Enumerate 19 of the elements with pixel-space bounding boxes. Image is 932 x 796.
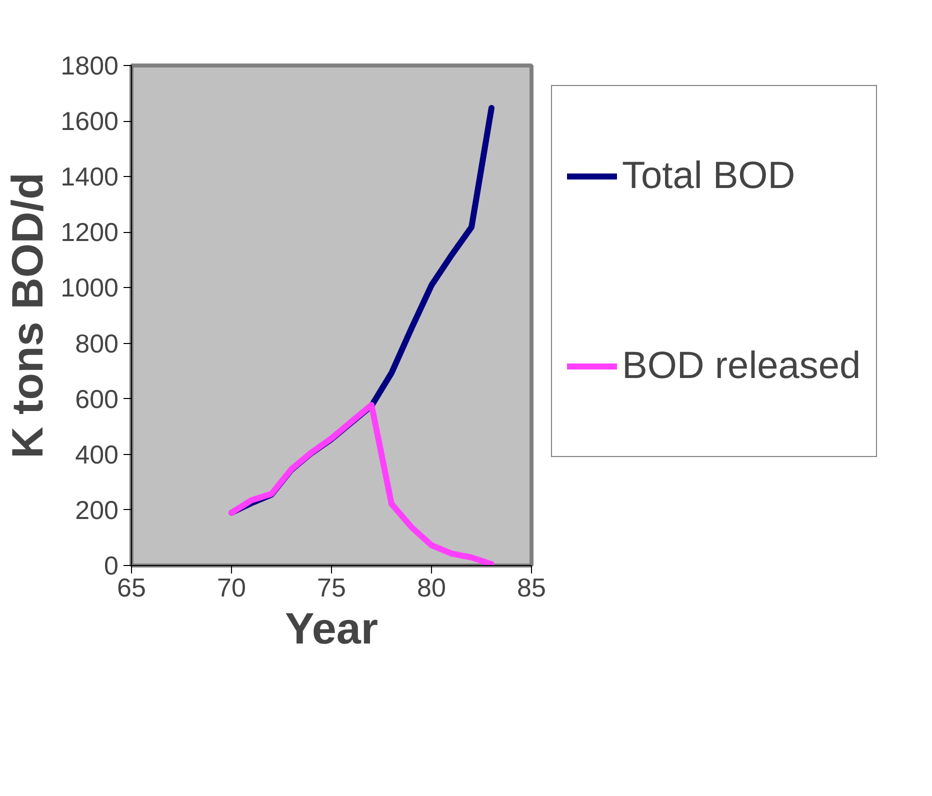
y-tick-label: 600 [75, 384, 119, 414]
x-tick-label: 65 [117, 572, 146, 602]
legend-label: BOD released [622, 344, 861, 388]
y-tick-label: 400 [75, 439, 119, 470]
y-tick-label: 1200 [60, 217, 119, 248]
x-axis-title: Year [285, 604, 378, 654]
x-tick-label: 80 [417, 572, 446, 602]
y-tick-label: 200 [75, 494, 119, 525]
x-tick-label: 75 [317, 572, 346, 602]
y-tick-label: 1600 [60, 106, 119, 136]
y-tick-label: 1000 [60, 272, 119, 303]
x-tick-label: 70 [217, 572, 246, 602]
y-axis-title: K tons BOD/d [4, 172, 53, 458]
y-tick-label: 1400 [60, 162, 119, 192]
y-tick-label: 800 [75, 328, 119, 358]
y-tick-label: 0 [104, 550, 119, 580]
legend-label: Total BOD [622, 154, 796, 198]
x-tick-label: 85 [517, 572, 546, 602]
y-tick-label: 1800 [60, 50, 119, 80]
